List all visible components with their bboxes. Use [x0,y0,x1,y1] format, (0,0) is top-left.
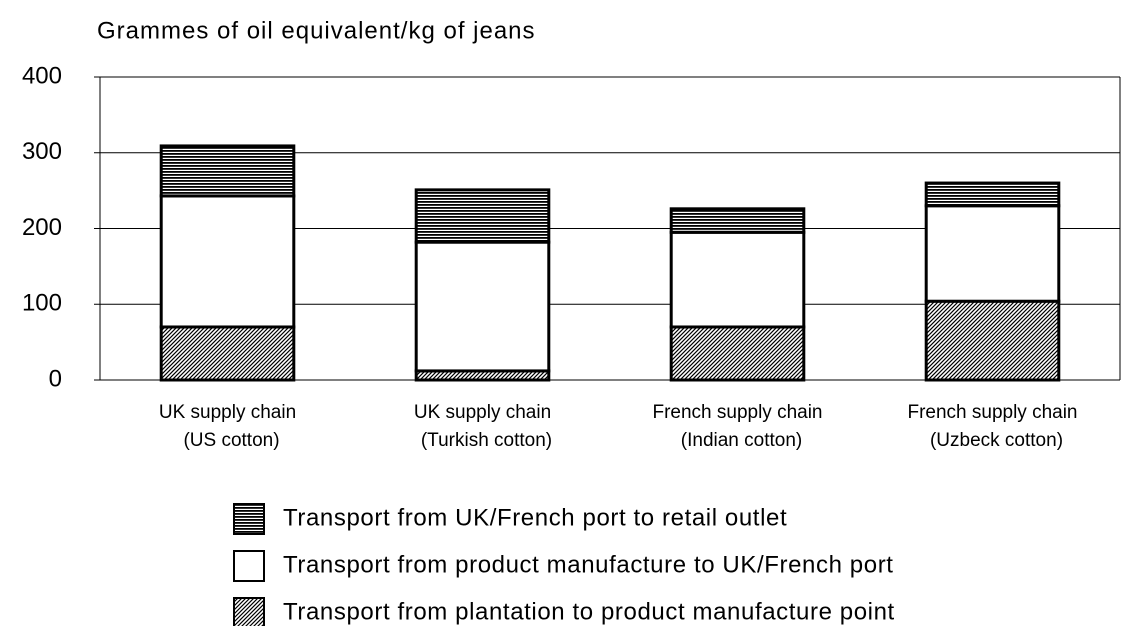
bar-segment [159,194,296,329]
x-tick-label: French supply chain [907,402,1077,423]
bar-segment [669,325,806,382]
bar-segment [924,299,1061,382]
bar-segment [669,207,806,234]
x-tick-label: UK supply chain [414,402,551,423]
legend-swatch [233,503,265,535]
legend-label: Transport from UK/French port to retail … [283,504,787,531]
y-tick-label: 400 [22,62,62,89]
bar-segment [669,230,806,329]
legend-label: Transport from plantation to product man… [283,598,895,625]
legend-swatch [233,597,265,626]
x-tick-label: (Uzbeck cotton) [930,430,1063,451]
bar-segment [159,144,296,198]
legend-swatch [233,550,265,582]
x-tick-label: (Turkish cotton) [421,430,552,451]
x-tick-label: (US cotton) [183,430,279,451]
x-tick-label: UK supply chain [159,402,296,423]
y-tick-label: 0 [49,365,62,392]
legend-label: Transport from product manufacture to UK… [283,551,894,578]
bar-segment [924,204,1061,303]
bar-segment [414,240,551,373]
bar-segment [414,188,551,244]
y-tick-label: 100 [22,290,62,317]
y-tick-label: 300 [22,138,62,165]
x-tick-label: (Indian cotton) [681,430,802,451]
y-tick-label: 200 [22,214,62,241]
bar-segment [159,325,296,382]
x-tick-label: French supply chain [652,402,822,423]
chart-title: Grammes of oil equivalent/kg of jeans [97,17,536,44]
bar-segment [924,181,1061,208]
